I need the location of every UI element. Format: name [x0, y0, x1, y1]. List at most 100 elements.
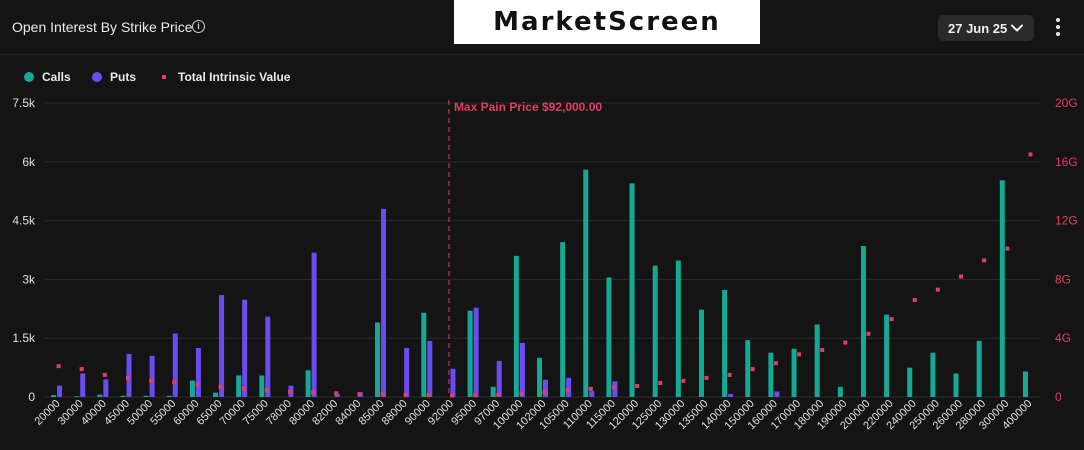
intrinsic-value-point: [982, 258, 987, 263]
intrinsic-value-point: [125, 375, 130, 380]
intrinsic-value-point: [287, 389, 292, 394]
intrinsic-value-point: [426, 393, 431, 398]
intrinsic-value-point: [565, 388, 570, 393]
x-tick-label: 82000: [310, 398, 340, 428]
calls-bar: [860, 246, 866, 397]
intrinsic-swatch: [162, 75, 166, 79]
expiry-date-dropdown[interactable]: 27 Jun 25: [938, 15, 1034, 41]
calls-bar: [583, 169, 589, 397]
calls-bar: [953, 373, 959, 397]
calls-bar: [675, 260, 681, 397]
calls-bar: [560, 242, 566, 397]
calls-bar: [745, 340, 751, 397]
puts-bar: [172, 333, 178, 397]
calls-bar: [375, 322, 381, 397]
intrinsic-value-point: [334, 391, 339, 396]
intrinsic-value-point: [195, 382, 200, 387]
calls-bar: [606, 277, 612, 397]
x-tick-label: 95000: [449, 398, 479, 428]
puts-bar: [381, 208, 387, 397]
y-left-tick-label: 6k: [22, 155, 36, 169]
puts-bar: [496, 360, 502, 397]
intrinsic-value-point: [681, 378, 686, 383]
chart-title: Open Interest By Strike Price: [12, 19, 193, 35]
intrinsic-value-point: [1028, 152, 1033, 157]
intrinsic-value-point: [218, 384, 223, 389]
y-left-tick-label: 0: [28, 390, 35, 404]
legend-item-intrinsic[interactable]: Total Intrinsic Value: [162, 70, 290, 84]
puts-bar: [774, 391, 780, 397]
y-right-tick-label: 4G: [1055, 331, 1071, 345]
legend-label-intrinsic: Total Intrinsic Value: [178, 70, 291, 84]
calls-bar: [74, 396, 80, 397]
intrinsic-value-point: [750, 367, 755, 372]
puts-bar: [519, 342, 525, 397]
info-icon[interactable]: i: [192, 20, 205, 33]
calls-bar: [421, 312, 427, 397]
y-right-tick-label: 20G: [1055, 96, 1078, 110]
x-tick-label: 88000: [380, 398, 410, 428]
calls-bar: [537, 357, 542, 397]
calls-swatch: [24, 72, 34, 82]
y-right-tick-label: 8G: [1055, 272, 1071, 286]
intrinsic-value-point: [264, 388, 269, 393]
more-options-icon[interactable]: [1050, 16, 1066, 40]
legend-item-puts[interactable]: Puts: [92, 70, 136, 84]
intrinsic-value-point: [149, 378, 154, 383]
expiry-date-label: 27 Jun 25: [948, 21, 1008, 36]
x-tick-label: 80000: [287, 398, 317, 428]
puts-swatch: [92, 72, 102, 82]
intrinsic-value-point: [449, 393, 454, 398]
intrinsic-value-point: [959, 274, 964, 279]
intrinsic-value-point: [866, 331, 871, 336]
intrinsic-value-point: [1005, 246, 1010, 251]
calls-bar: [999, 180, 1005, 397]
intrinsic-value-point: [843, 340, 848, 345]
intrinsic-value-point: [380, 392, 385, 397]
intrinsic-value-point: [635, 383, 640, 388]
puts-bar: [265, 316, 271, 397]
calls-bar: [837, 386, 843, 397]
calls-bar: [305, 370, 311, 397]
intrinsic-value-point: [727, 372, 732, 377]
calls-bar: [722, 289, 728, 397]
x-tick-label: 92000: [426, 398, 456, 428]
calls-bar: [513, 255, 519, 397]
intrinsic-value-point: [496, 392, 501, 397]
intrinsic-value-point: [935, 287, 940, 292]
intrinsic-value-point: [588, 386, 593, 391]
intrinsic-value-point: [797, 352, 802, 357]
chevron-down-icon: [1011, 24, 1023, 32]
puts-bar: [311, 252, 317, 397]
puts-bar: [450, 368, 456, 397]
intrinsic-value-point: [102, 372, 107, 377]
intrinsic-value-point: [889, 317, 894, 322]
calls-bar: [907, 367, 913, 397]
puts-bar: [404, 348, 410, 397]
intrinsic-value-point: [611, 385, 616, 390]
x-tick-label: 70000: [218, 398, 248, 428]
puts-bar: [57, 385, 63, 397]
intrinsic-value-point: [403, 392, 408, 397]
calls-bar: [490, 386, 496, 397]
calls-bar: [629, 183, 635, 397]
x-tick-label: 40000: [79, 398, 109, 428]
intrinsic-value-point: [79, 367, 84, 372]
x-tick-label: 75000: [241, 398, 271, 428]
y-left-tick-label: 1.5k: [12, 331, 36, 345]
y-right-tick-label: 12G: [1055, 214, 1078, 228]
calls-bar: [791, 348, 797, 397]
calls-bar: [213, 392, 219, 397]
calls-bar: [884, 314, 890, 397]
puts-bar: [103, 379, 109, 397]
marketscreen-logo: MarketScreen: [454, 0, 760, 44]
puts-bar: [589, 391, 595, 397]
legend-item-calls[interactable]: Calls: [24, 70, 71, 84]
puts-bar: [543, 379, 548, 397]
puts-bar: [80, 373, 86, 397]
legend-label-puts: Puts: [110, 70, 137, 84]
x-tick-label: 45000: [102, 398, 132, 428]
calls-bar: [814, 324, 820, 397]
